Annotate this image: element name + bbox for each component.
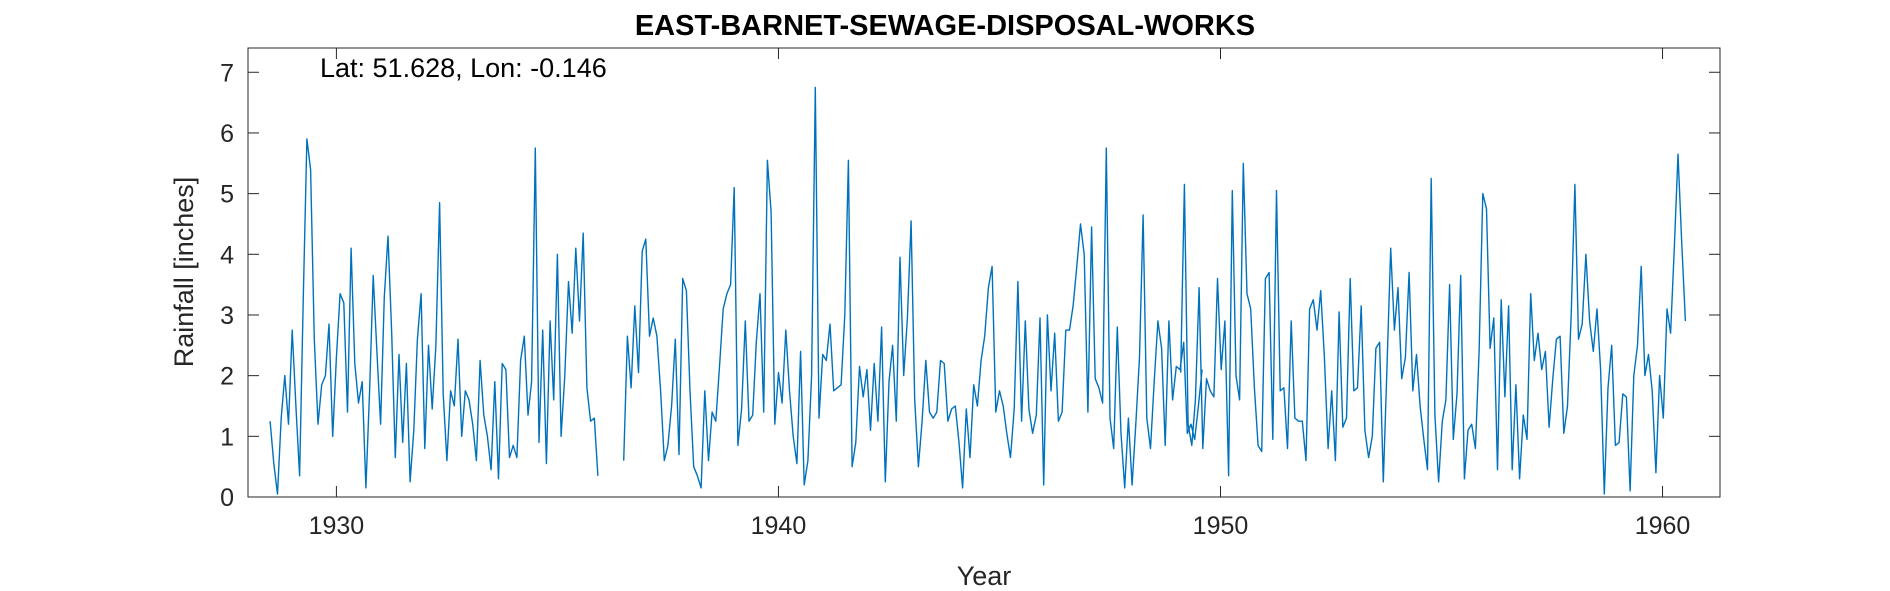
x-tick-label: 1950: [1193, 512, 1249, 540]
location-annotation: Lat: 51.628, Lon: -0.146: [320, 53, 607, 83]
rainfall-series: [269, 86, 1687, 495]
plot-area: [247, 47, 1721, 498]
y-tick-label: 4: [220, 241, 234, 269]
y-tick-label: 3: [220, 302, 234, 330]
x-axis-ticks: 1930 1940 1950 1960: [309, 48, 1691, 540]
rainfall-line-segment: [1180, 153, 1687, 495]
chart-title: EAST-BARNET-SEWAGE-DISPOSAL-WORKS: [635, 10, 1255, 42]
y-tick-label: 6: [220, 120, 234, 148]
y-tick-label: 0: [220, 484, 234, 512]
rainfall-line-segment: [623, 86, 1203, 489]
y-axis-label: Rainfall [inches]: [169, 177, 199, 368]
y-tick-label: 7: [220, 59, 234, 87]
x-tick-label: 1960: [1635, 512, 1691, 540]
y-axis-ticks: 0 1 2 3 4 5 6 7: [220, 59, 1720, 512]
x-tick-label: 1930: [309, 512, 365, 540]
rainfall-line-segment: [269, 138, 599, 495]
x-tick-label: 1940: [751, 512, 807, 540]
y-tick-label: 5: [220, 181, 234, 209]
y-tick-label: 1: [220, 423, 234, 451]
y-tick-label: 2: [220, 363, 234, 391]
x-axis-label: Year: [957, 561, 1012, 591]
